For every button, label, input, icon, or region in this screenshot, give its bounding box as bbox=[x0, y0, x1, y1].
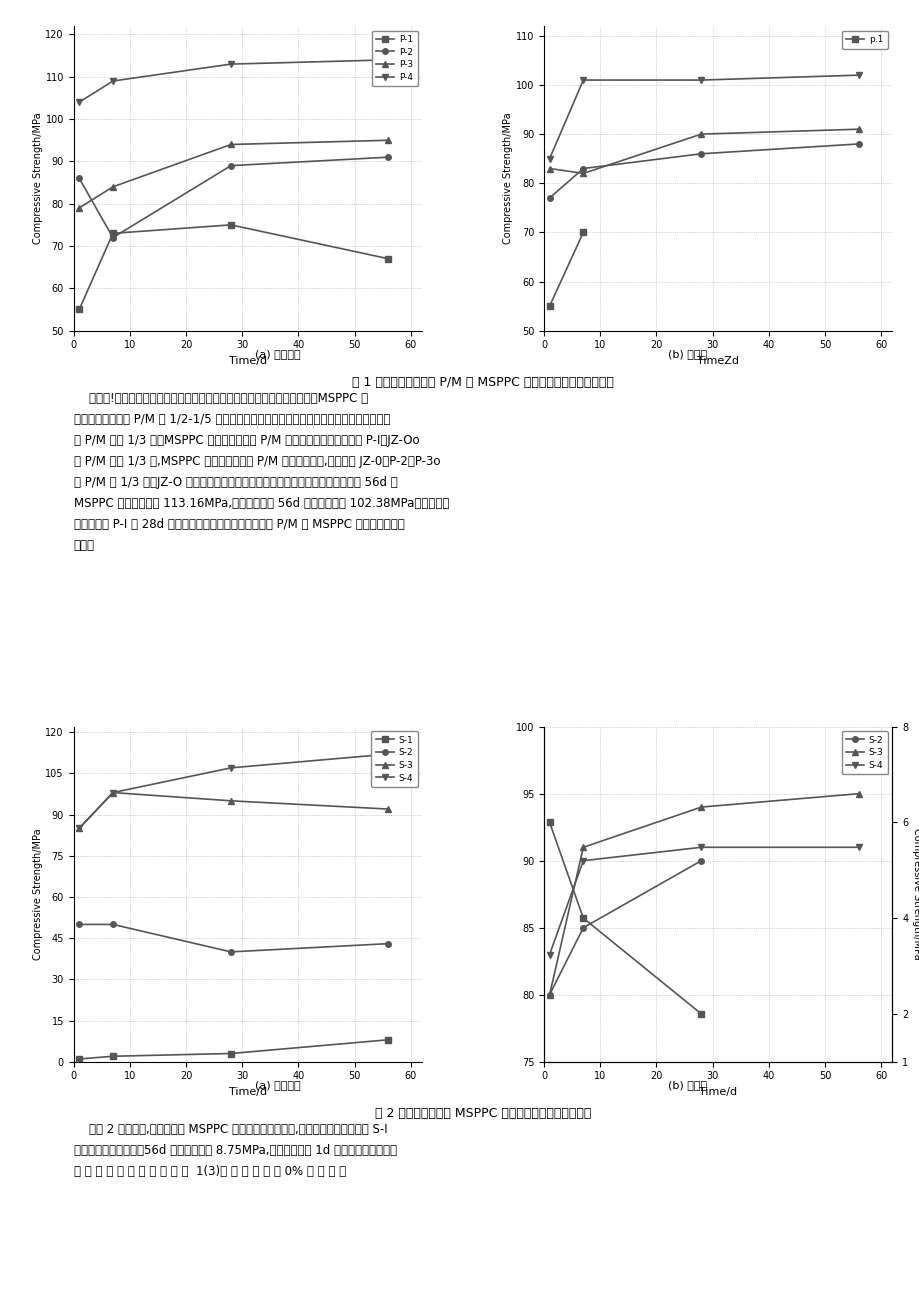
X-axis label: TimeZd: TimeZd bbox=[697, 356, 738, 366]
X-axis label: Time/d: Time/d bbox=[229, 356, 267, 366]
Text: 从错误!未找到引用源。可以看出，无论是在自然养护还是水养护条件下，MSPPC 各
龄期的抗压强度随 P/M 从 1/2-1/5 的变化均表现出先增长后减弱的变化: 从错误!未找到引用源。可以看出，无论是在自然养护还是水养护条件下，MSPPC 各… bbox=[74, 392, 448, 552]
X-axis label: Time/d: Time/d bbox=[229, 1088, 267, 1097]
Legend: P-1, P-2, P-3, P-4: P-1, P-2, P-3, P-4 bbox=[371, 30, 417, 86]
Text: (b) 水养护: (b) 水养护 bbox=[667, 1080, 707, 1090]
Y-axis label: Compressive Strength/MPa: Compressive Strength/MPa bbox=[503, 112, 513, 245]
Y-axis label: Compressive Strength/MPa: Compressive Strength/MPa bbox=[912, 829, 919, 960]
X-axis label: Time/d: Time/d bbox=[698, 1088, 736, 1097]
Y-axis label: Compressive Strength/MPa: Compressive Strength/MPa bbox=[32, 829, 42, 960]
Legend: S-2, S-3, S-4: S-2, S-3, S-4 bbox=[841, 731, 887, 774]
Text: 从图 2 可以看出,硅灰掺量对 MSPPC 抗压强度的影响极大,自然养护条件下试验组 S-I
试件的抗压强度很低，56d 抗压强度只有 8.75MPa,水养护条: 从图 2 可以看出,硅灰掺量对 MSPPC 抗压强度的影响极大,自然养护条件下试… bbox=[74, 1123, 396, 1177]
Text: 图 2 不同硅灰掺量下 MSPPC 抗压强度随龄期的变化情况: 图 2 不同硅灰掺量下 MSPPC 抗压强度随龄期的变化情况 bbox=[374, 1107, 591, 1120]
Text: (b) 水养护: (b) 水养护 bbox=[667, 349, 707, 359]
Legend: p.1: p.1 bbox=[841, 30, 887, 48]
Legend: S-1, S-2, S-3, S-4: S-1, S-2, S-3, S-4 bbox=[370, 731, 417, 787]
Y-axis label: Compressive Strength/MPa: Compressive Strength/MPa bbox=[32, 112, 42, 245]
Text: (a) 自然养护: (a) 自然养护 bbox=[255, 349, 301, 359]
Text: (a) 自然养护: (a) 自然养护 bbox=[255, 1080, 301, 1090]
Text: 图 1 不同养护条件不同 P/M 下 MSPPC 抗压强度随龄期的变化情况: 图 1 不同养护条件不同 P/M 下 MSPPC 抗压强度随龄期的变化情况 bbox=[352, 376, 613, 389]
